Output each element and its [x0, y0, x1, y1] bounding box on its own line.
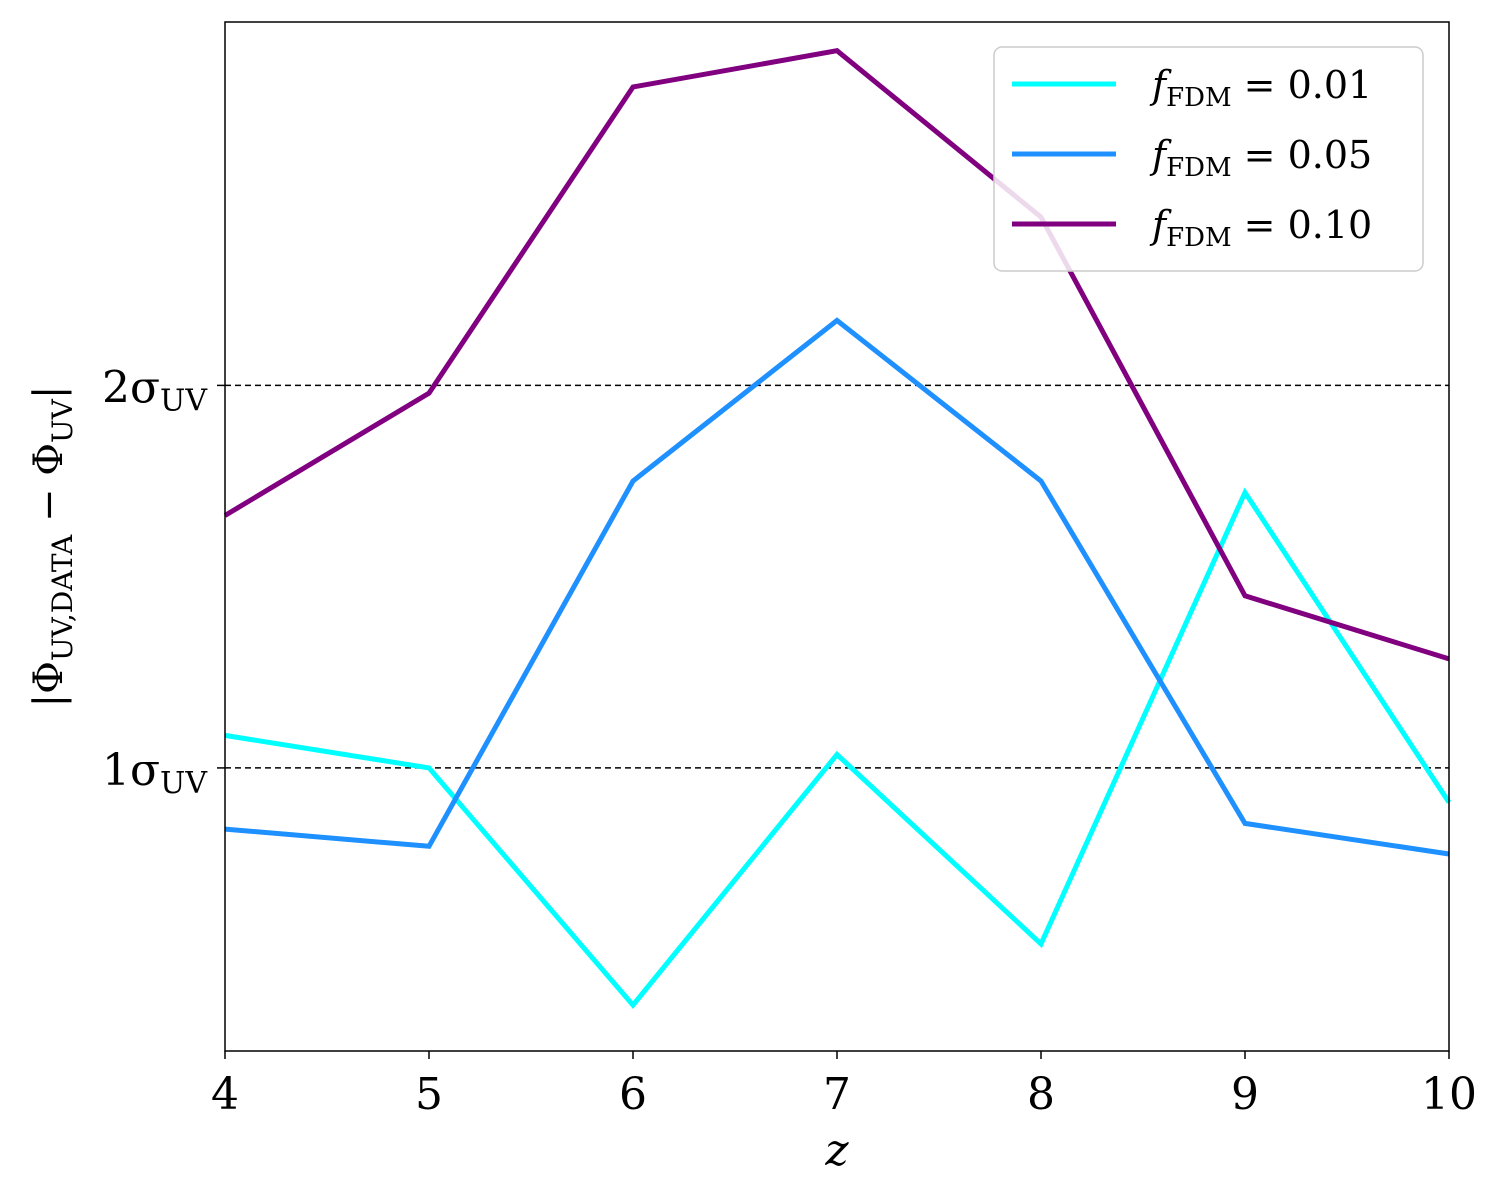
y-title-sub-2: UV	[46, 398, 79, 443]
legend-label-sub: FDM	[1166, 223, 1232, 253]
series-lines	[223, 48, 1452, 1009]
y-axis-title-text: |ΦUV,DATA − ΦUV|	[26, 386, 79, 708]
series-line-1	[224, 487, 1452, 1009]
x-tick-label: 9	[1231, 1069, 1259, 1120]
y-title-minus: − Φ	[26, 443, 72, 535]
legend-label-1: fFDM = 0.01	[1149, 63, 1372, 113]
x-tick-label: 4	[211, 1069, 239, 1120]
legend-box	[993, 46, 1424, 272]
y-title-open-bar: |Φ	[26, 661, 72, 707]
y-title-close-bar: |	[26, 386, 72, 399]
legend-label-value: = 0.01	[1232, 63, 1373, 107]
x-tick-label: 8	[1027, 1069, 1055, 1120]
y-tick-sub: UV	[160, 766, 208, 801]
x-tick-label: 10	[1421, 1069, 1477, 1120]
y-axis-title: |ΦUV,DATA − ΦUV|	[26, 386, 79, 708]
y-tick-main: 2σ	[102, 362, 160, 413]
y-tick-label: 1σUV	[102, 745, 208, 801]
x-tick-label: 7	[823, 1069, 851, 1120]
y-title-sub-1: UV,DATA	[46, 534, 79, 661]
series-line-3	[223, 48, 1450, 662]
y-tick-label: 2σUV	[102, 362, 208, 418]
x-tick-label: 6	[619, 1069, 647, 1120]
x-axis-ticks: 4 5 6 7 8 9 10	[211, 1051, 1477, 1120]
y-tick-main: 1σ	[102, 745, 160, 796]
legend-label-value: = 0.05	[1232, 133, 1373, 177]
legend-label-sub: FDM	[1166, 83, 1232, 113]
legend-label-3: fFDM = 0.10	[1149, 203, 1372, 253]
series-line-2	[224, 317, 1450, 857]
x-axis-title: z	[824, 1125, 849, 1176]
reference-lines	[225, 384, 1449, 769]
y-tick-sub: UV	[160, 383, 208, 418]
legend-label-sub: FDM	[1166, 153, 1232, 183]
x-tick-label: 5	[415, 1069, 443, 1120]
legend-label-value: = 0.10	[1232, 203, 1373, 247]
